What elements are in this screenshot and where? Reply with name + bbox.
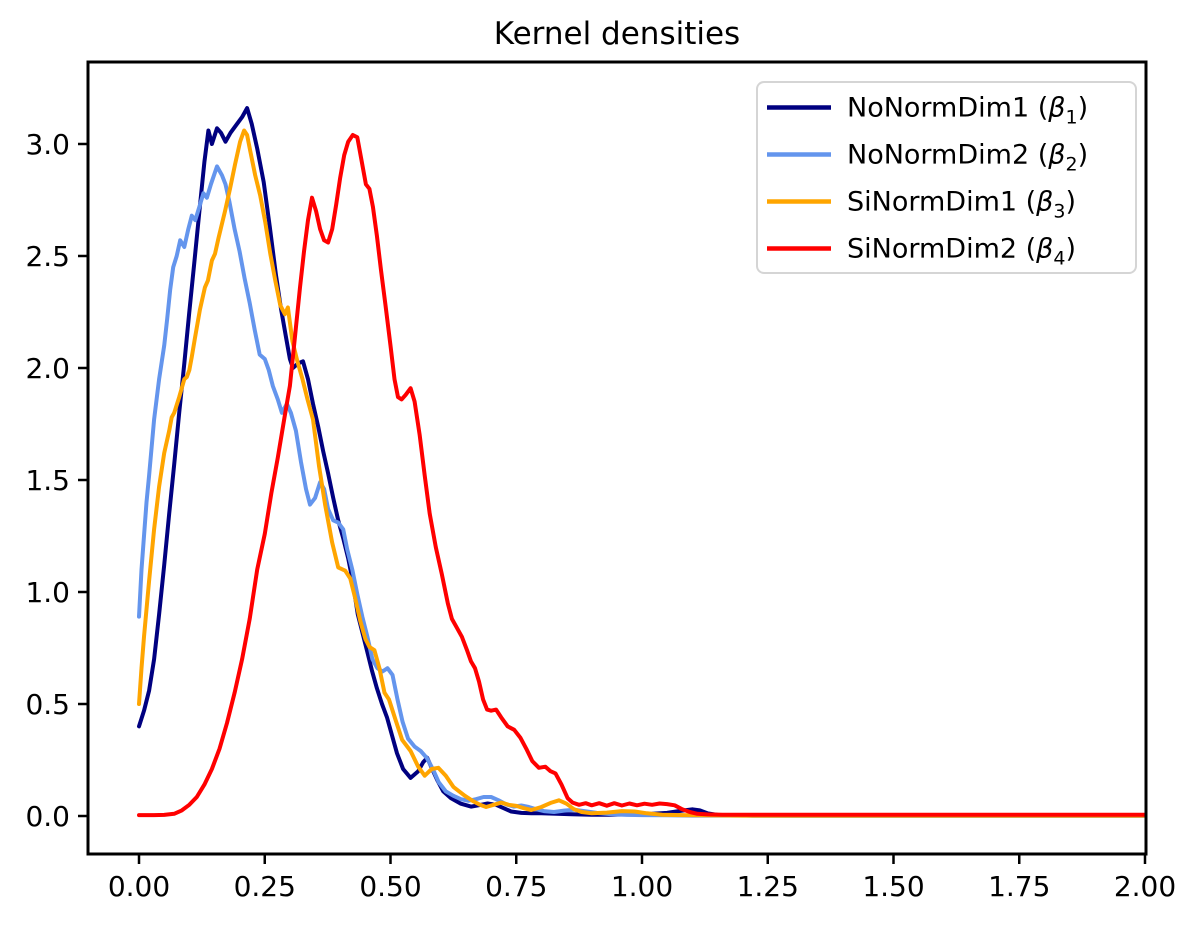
y-tick-label: 0.0 — [25, 800, 70, 833]
x-tick-label: 0.25 — [234, 870, 296, 903]
series-line-nonormdim2 — [137, 164, 1147, 818]
y-tick-label: 1.5 — [25, 464, 70, 497]
y-tick-label: 2.5 — [25, 240, 70, 273]
y-tick-label: 1.0 — [25, 576, 70, 609]
y-tick-label: 3.0 — [25, 128, 70, 161]
x-tick-label: 2.00 — [1114, 870, 1176, 903]
x-tick-label: 1.75 — [988, 870, 1050, 903]
x-tick-label: 1.25 — [737, 870, 799, 903]
x-tick-label: 1.00 — [611, 870, 673, 903]
legend: NoNormDim1 (β1) NoNormDim2 (β2) SiNormDim1… — [756, 81, 1137, 274]
x-tick-label: 0.50 — [359, 870, 421, 903]
x-tick-label: 0.00 — [108, 870, 170, 903]
series-line-sinormdim2 — [137, 133, 1147, 818]
axes-frame — [86, 60, 1148, 856]
legend-label-nonormdim2: NoNormDim2 (β2) — [847, 140, 1088, 176]
legend-item-sinormdim1: SiNormDim1 (β3) — [767, 187, 1076, 223]
legend-box — [756, 81, 1137, 274]
legend-item-nonormdim1: NoNormDim1 (β1) — [767, 93, 1088, 129]
axis-ticks: 0.00 0.25 0.50 0.75 1.00 1.25 1.50 1.75 2.00 0.0 0… — [25, 128, 1176, 903]
series-line-sinormdim1 — [137, 128, 1147, 818]
legend-label-sinormdim1: SiNormDim1 (β3) — [847, 187, 1076, 223]
y-tick-label: 0.5 — [25, 688, 70, 721]
y-tick-label: 2.0 — [25, 352, 70, 385]
legend-item-sinormdim2: SiNormDim2 (β4) — [767, 234, 1076, 270]
legend-label-sinormdim2: SiNormDim2 (β4) — [847, 234, 1076, 270]
legend-item-nonormdim2: NoNormDim2 (β2) — [767, 140, 1088, 176]
x-tick-label: 0.75 — [485, 870, 547, 903]
x-tick-label: 1.50 — [862, 870, 924, 903]
legend-label-nonormdim1: NoNormDim1 (β1) — [847, 93, 1088, 129]
chart-title: Kernel densities — [494, 16, 740, 52]
